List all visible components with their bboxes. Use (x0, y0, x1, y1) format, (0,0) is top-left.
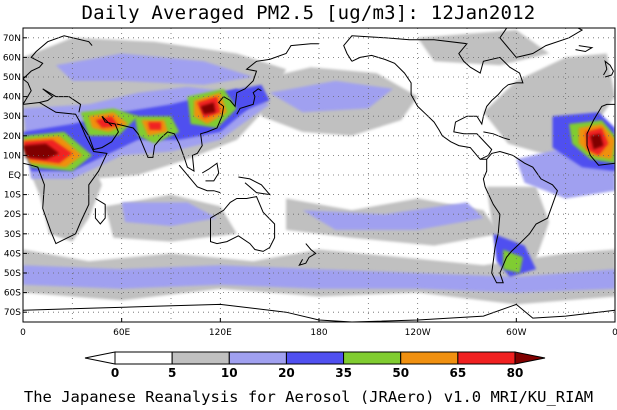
lat-label: 30S (4, 230, 21, 240)
coast-greenland (499, 28, 584, 58)
credit-line: The Japanese Reanalysis for Aerosol (JRA… (23, 388, 594, 406)
coast-madagascar (94, 198, 106, 225)
lightblue-zone-north-pacific (269, 80, 393, 113)
lat-label: 60N (3, 53, 21, 63)
lat-label: 10S (4, 191, 21, 201)
colorbar-segment (457, 351, 516, 365)
coast-south-america (482, 150, 558, 284)
red-zone-india (148, 122, 162, 130)
colorbar-label: 0 (111, 366, 119, 380)
map-panel (23, 28, 615, 322)
lon-label: 180 (310, 328, 327, 338)
coast-indonesia (178, 164, 221, 194)
lat-label: EQ (8, 171, 21, 181)
colorbar-segment (114, 351, 173, 365)
map-title: Daily Averaged PM2.5 [ug/m3]: 12Jan2012 (81, 2, 536, 24)
darkred-zone-west-africa (23, 143, 60, 160)
colorbar-segment (343, 351, 402, 365)
coast-europe (23, 35, 93, 105)
coast-iceland (575, 45, 594, 53)
coast-north-america-east (343, 35, 524, 160)
colorbar-segment (228, 351, 287, 365)
lon-label: 0 (612, 328, 617, 338)
colorbar-label: 10 (221, 366, 238, 380)
coast-borneo (201, 162, 220, 182)
colorbar-label: 5 (168, 366, 176, 380)
coast-new-guinea (238, 176, 271, 196)
longitude-labels: 0 60E 120E 180 120W 60W 0 (20, 318, 617, 338)
coast-africa-west (586, 103, 615, 166)
colorbar-min-arrow (84, 351, 116, 365)
lat-label: 60S (4, 289, 21, 299)
colorbar-label: 50 (392, 366, 409, 380)
colorbar-label: 80 (507, 366, 524, 380)
colorbar-max-arrow (514, 351, 546, 365)
lightblue-zone-south-pacific (302, 202, 484, 230)
lightblue-zone-indian (121, 202, 217, 226)
lat-label: 40S (4, 249, 21, 259)
lon-label: 120E (209, 328, 232, 338)
lat-label: 50S (4, 269, 21, 279)
lat-label: 20S (4, 210, 21, 220)
coast-antarctica (23, 303, 615, 322)
colorbar-segment (400, 351, 459, 365)
lat-label: 20N (3, 132, 21, 142)
coast-australia (210, 196, 276, 252)
lat-label: 70S (4, 308, 21, 318)
coast-japan (236, 88, 262, 115)
colorbar-label: 35 (335, 366, 352, 380)
darkred-zone-east-atlantic (590, 133, 604, 150)
latitude-labels: 70N 60N 50N 40N 30N 20N 10N EQ 10S 20S 30S 40S 50S 60… (3, 34, 27, 318)
coast-mediterranean (39, 88, 82, 113)
colorbar-segment (171, 351, 230, 365)
coast-north-america-west (351, 54, 487, 160)
darkred-zone-china (200, 102, 216, 115)
colorbar-segment (285, 351, 345, 365)
coast-new-zealand (298, 243, 317, 267)
lat-label: 50N (3, 73, 21, 83)
lon-label: 60E (113, 328, 130, 338)
colorbar-label: 65 (450, 366, 467, 380)
coast-britain (603, 60, 614, 78)
lat-label: 70N (3, 34, 21, 44)
gridlines (23, 28, 615, 322)
lat-label: 40N (3, 93, 21, 103)
lon-label: 120W (405, 328, 431, 338)
lat-label: 10N (3, 151, 21, 161)
colorbar: 0 5 10 20 35 50 65 80 (84, 351, 546, 380)
coast-arabia (78, 115, 119, 151)
colorbar-label: 20 (278, 366, 295, 380)
lat-label: 30N (3, 112, 21, 122)
lon-label: 60W (506, 328, 526, 338)
lon-label: 0 (20, 328, 26, 338)
